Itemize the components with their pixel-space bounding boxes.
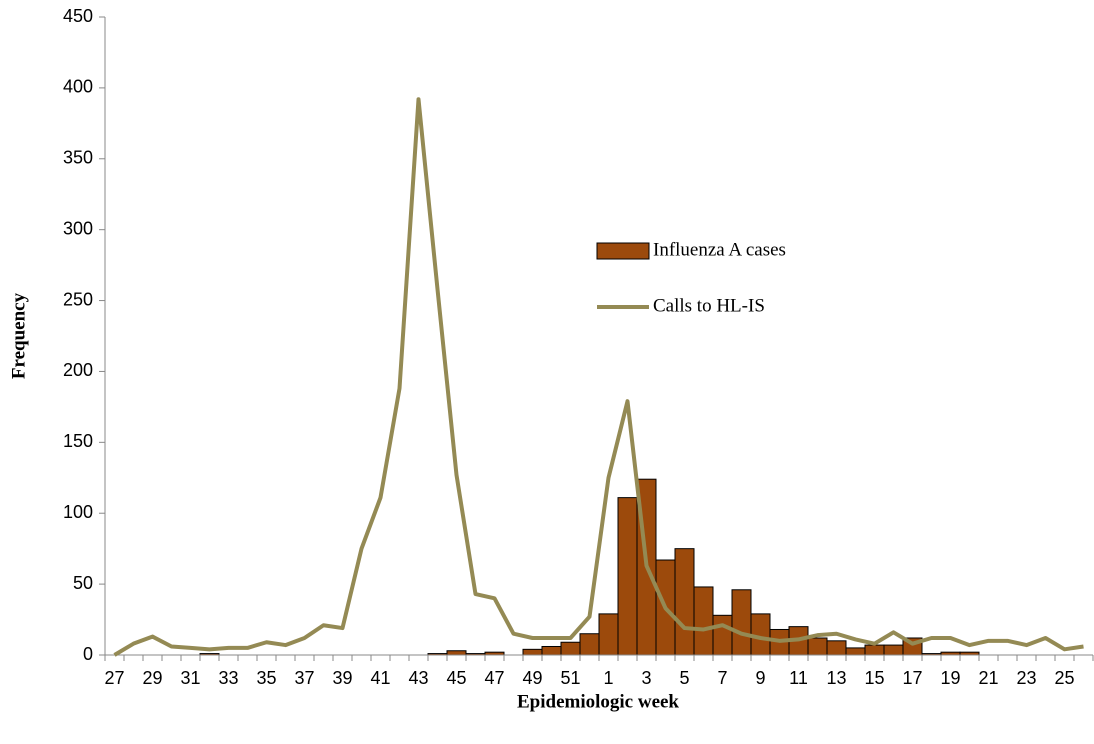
x-tick-label: 1 — [603, 668, 613, 688]
x-tick-label: 11 — [789, 668, 808, 688]
legend-label: Influenza A cases — [653, 239, 786, 260]
x-tick-label: 3 — [641, 668, 651, 688]
bar — [598, 613, 619, 656]
y-tick-label: 450 — [63, 6, 93, 26]
bar — [522, 648, 543, 656]
x-tick-label: 9 — [755, 668, 765, 688]
bar — [750, 613, 771, 656]
bar — [579, 633, 600, 656]
y-tick-label: 350 — [63, 148, 93, 168]
y-tick-label: 50 — [73, 573, 93, 593]
line — [113, 97, 1084, 657]
y-tick-label: 250 — [63, 289, 93, 309]
bar — [560, 641, 581, 656]
bar — [807, 637, 828, 656]
x-tick-label: 29 — [142, 668, 162, 688]
y-tick-label: 300 — [63, 218, 93, 238]
x-tick-label: 41 — [370, 668, 390, 688]
x-tick-label: 35 — [256, 668, 276, 688]
x-tick-label: 5 — [679, 668, 689, 688]
y-tick-label: 100 — [63, 502, 93, 522]
bar — [731, 589, 752, 656]
x-tick-label: 33 — [218, 668, 238, 688]
x-axis-title: Epidemiologic week — [517, 691, 679, 712]
bar — [845, 647, 866, 656]
x-tick-label: 31 — [180, 668, 200, 688]
x-tick-label: 25 — [1054, 668, 1074, 688]
legend-label: Calls to HL-IS — [653, 295, 765, 316]
bar — [617, 497, 638, 656]
x-tick-label: 45 — [446, 668, 466, 688]
y-tick-label: 0 — [83, 644, 93, 664]
legend-swatch — [596, 242, 650, 260]
x-tick-label: 39 — [332, 668, 352, 688]
x-tick-label: 7 — [717, 668, 727, 688]
x-tick-label: 49 — [522, 668, 542, 688]
x-tick-label: 17 — [902, 668, 922, 688]
x-tick-label: 19 — [940, 668, 960, 688]
bar — [446, 650, 467, 656]
x-tick-label: 15 — [864, 668, 884, 688]
x-tick-label: 37 — [294, 668, 314, 688]
y-axis-title: Frequency — [8, 292, 29, 379]
bar — [693, 586, 714, 656]
bar — [883, 644, 904, 656]
x-tick-label: 21 — [978, 668, 998, 688]
bar — [674, 548, 695, 656]
x-tick-label: 51 — [560, 668, 580, 688]
x-tick-label: 43 — [408, 668, 428, 688]
bar — [864, 644, 885, 656]
bar — [541, 645, 562, 656]
x-tick-label: 23 — [1016, 668, 1036, 688]
y-tick-label: 200 — [63, 360, 93, 380]
x-tick-label: 13 — [826, 668, 846, 688]
x-tick-label: 47 — [484, 668, 504, 688]
y-tick-label: 150 — [63, 431, 93, 451]
bar — [712, 614, 733, 656]
y-tick-label: 400 — [63, 77, 93, 97]
x-tick-label: 27 — [104, 668, 124, 688]
bar — [826, 640, 847, 656]
